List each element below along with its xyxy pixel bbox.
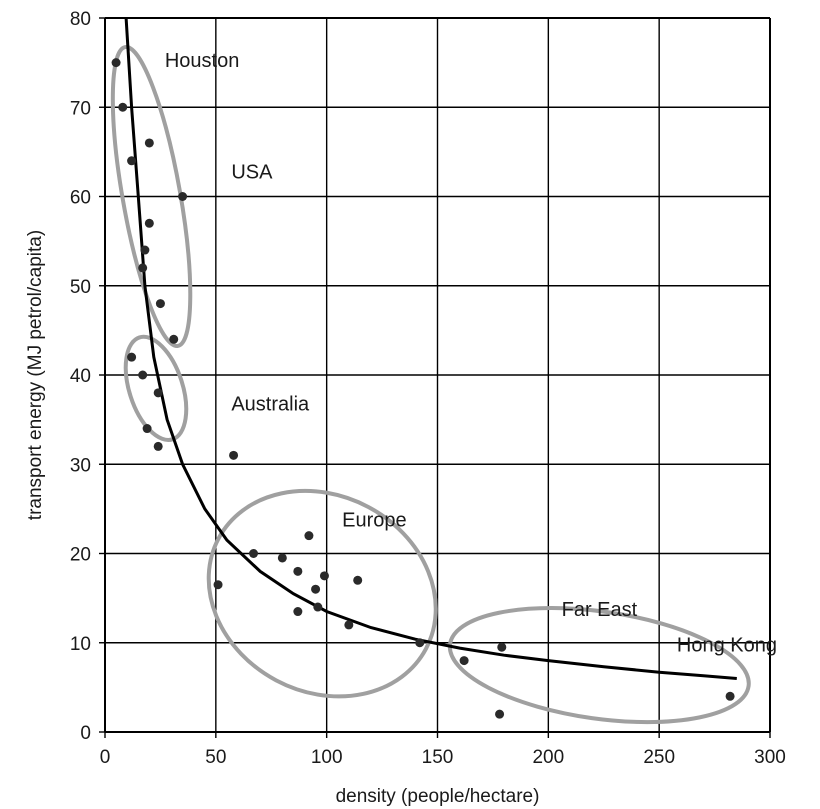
data-point — [415, 638, 425, 648]
region-ellipse — [110, 44, 193, 349]
data-point — [155, 299, 165, 309]
trend-curve-layer — [124, 17, 737, 680]
data-point — [725, 691, 735, 701]
region-label: Hong Kong — [677, 635, 777, 657]
x-tick-label: 50 — [205, 747, 226, 768]
data-point — [153, 388, 163, 398]
data-point — [313, 602, 323, 612]
data-point — [127, 156, 137, 166]
y-tick-label: 0 — [80, 723, 91, 744]
data-point — [138, 370, 148, 380]
x-tick-label: 200 — [532, 747, 564, 768]
y-tick-label: 30 — [70, 455, 91, 476]
y-tick-label: 80 — [70, 9, 91, 30]
data-point — [249, 549, 259, 558]
region-ellipse — [206, 488, 438, 699]
data-point — [229, 450, 239, 460]
y-tick-label: 40 — [70, 366, 91, 387]
data-point — [495, 709, 505, 719]
y-tick-label: 50 — [70, 277, 91, 298]
data-point — [118, 102, 128, 112]
data-point — [127, 352, 137, 362]
trend-curve — [124, 17, 737, 680]
tick-labels: 0 50 100 150 200 250 300 0 10 20 30 40 50 60 70 80 — [70, 9, 786, 768]
data-point — [142, 424, 152, 434]
region-label: Houston — [165, 50, 240, 72]
y-tick-label: 70 — [70, 98, 91, 119]
data-point — [169, 334, 179, 344]
region-labels: Houston USA Australia Europe Far East Hong Ko… — [165, 50, 777, 657]
y-axis-label: transport energy (MJ petrol/capita) — [25, 230, 46, 520]
data-point — [144, 218, 154, 228]
data-point — [144, 138, 154, 148]
y-tick-label: 60 — [70, 188, 91, 209]
region-label: Australia — [231, 394, 310, 416]
x-tick-label: 300 — [754, 747, 786, 768]
data-point — [178, 192, 188, 201]
region-label: USA — [231, 162, 273, 184]
region-ellipse — [447, 606, 751, 725]
y-tick-label: 20 — [70, 545, 91, 566]
data-point — [311, 584, 321, 594]
data-point — [319, 571, 329, 581]
region-label: Far East — [562, 599, 638, 621]
y-tick-label: 10 — [70, 634, 91, 655]
data-point — [459, 656, 469, 666]
x-axis-label: density (people/hectare) — [336, 786, 540, 807]
x-tick-label: 0 — [100, 747, 111, 768]
data-point — [293, 566, 303, 576]
x-tick-label: 250 — [643, 747, 675, 768]
region-label: Europe — [342, 510, 407, 532]
data-points — [111, 58, 735, 719]
region-ellipse — [123, 334, 189, 442]
data-point — [153, 441, 163, 451]
data-point — [277, 553, 287, 563]
data-point — [344, 620, 354, 630]
grid-layer — [99, 17, 771, 738]
x-tick-label: 100 — [311, 747, 343, 768]
data-point — [138, 263, 148, 273]
data-point — [497, 642, 507, 652]
data-point — [293, 607, 303, 617]
x-tick-label: 150 — [422, 747, 454, 768]
data-point — [304, 531, 314, 541]
region-ellipses — [110, 44, 751, 725]
data-point — [111, 58, 121, 68]
data-point — [213, 580, 223, 590]
data-point — [353, 575, 363, 585]
data-point — [140, 245, 150, 255]
